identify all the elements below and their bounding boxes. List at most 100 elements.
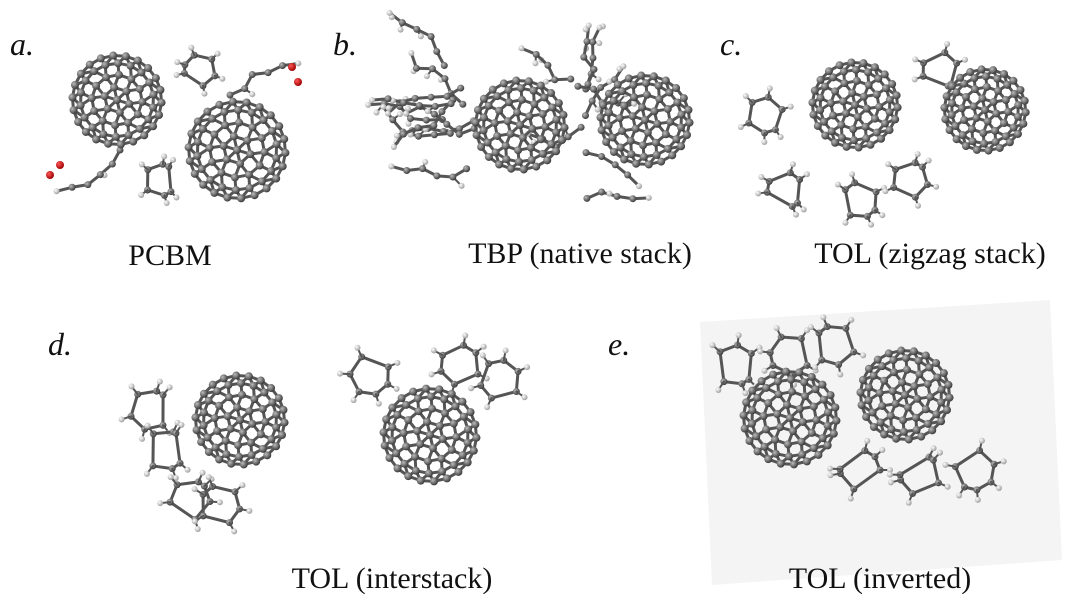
atom: [684, 106, 692, 114]
atom: [485, 153, 493, 161]
atom: [249, 123, 257, 131]
atom: [537, 135, 545, 143]
atom: [888, 479, 894, 485]
atom: [655, 82, 663, 90]
atom: [388, 437, 396, 445]
atom: [471, 118, 479, 126]
panel-label: c.: [720, 26, 742, 62]
atom: [673, 98, 681, 106]
atom: [474, 106, 482, 114]
atom: [672, 84, 680, 92]
atom: [796, 405, 804, 413]
atom: [279, 406, 287, 414]
atom: [757, 348, 763, 354]
atom: [412, 467, 420, 475]
atom: [199, 125, 207, 133]
atom: [464, 458, 472, 466]
atom: [776, 423, 784, 431]
atom: [774, 378, 782, 386]
atom: [942, 462, 948, 468]
atom: [901, 391, 909, 399]
atom: [222, 437, 230, 445]
atom: [400, 131, 407, 138]
atom: [832, 417, 840, 425]
atom: [472, 434, 480, 442]
atom: [972, 114, 980, 122]
atom: [590, 86, 597, 93]
atom: [525, 77, 533, 85]
atom: [272, 175, 280, 183]
atom: [820, 314, 826, 320]
atom: [272, 154, 280, 162]
atom: [111, 121, 119, 129]
atom: [886, 126, 894, 134]
atom: [591, 66, 598, 73]
bond: [923, 53, 944, 63]
atom: [913, 395, 921, 403]
atom: [186, 157, 194, 165]
atom: [493, 132, 501, 140]
atom: [847, 58, 855, 66]
atom: [610, 97, 618, 105]
atom: [369, 97, 375, 103]
atom: [450, 420, 458, 428]
atom: [812, 364, 818, 370]
atom: [443, 121, 450, 128]
atom: [873, 91, 881, 99]
atom: [507, 165, 515, 173]
atom: [220, 374, 228, 382]
atom: [837, 121, 845, 129]
atom: [208, 158, 216, 166]
atom: [480, 95, 488, 103]
atom: [887, 412, 895, 420]
atom: [158, 99, 166, 107]
atom: [232, 372, 240, 380]
atom: [854, 113, 862, 121]
atom: [975, 497, 981, 503]
atom: [881, 70, 889, 78]
atom: [230, 132, 238, 140]
atom: [912, 414, 920, 422]
atom: [102, 73, 110, 81]
atom: [680, 94, 688, 102]
atom: [559, 111, 567, 119]
atom: [636, 183, 642, 189]
atom: [441, 409, 449, 417]
atom: [937, 450, 943, 456]
atom: [260, 116, 268, 124]
atom: [409, 388, 417, 396]
atom: [860, 352, 866, 358]
atom: [221, 121, 229, 129]
atom: [819, 434, 827, 442]
panel-label: b.: [333, 26, 357, 62]
atom: [174, 72, 180, 78]
atom: [400, 429, 408, 437]
atom: [944, 381, 952, 389]
atom: [251, 191, 259, 199]
atom: [86, 61, 94, 69]
atom: [906, 500, 912, 506]
panel-caption: PCBM: [128, 239, 211, 272]
atom: [602, 138, 610, 146]
atom: [839, 97, 847, 105]
atom: [443, 474, 451, 482]
atom: [870, 372, 878, 380]
atom: [403, 167, 410, 174]
atom: [438, 108, 445, 115]
atom: [197, 438, 205, 446]
atom: [875, 103, 883, 111]
atom: [272, 411, 280, 419]
atom: [164, 200, 170, 206]
atom: [620, 63, 626, 69]
atom: [848, 496, 854, 502]
atom: [932, 410, 940, 418]
atom: [877, 419, 885, 427]
atom: [912, 76, 918, 82]
atom: [415, 133, 422, 140]
atom: [92, 135, 100, 143]
atom: [769, 371, 777, 379]
atom: [402, 401, 410, 409]
atom: [555, 99, 563, 107]
atom: [948, 82, 956, 90]
atom: [220, 142, 228, 150]
